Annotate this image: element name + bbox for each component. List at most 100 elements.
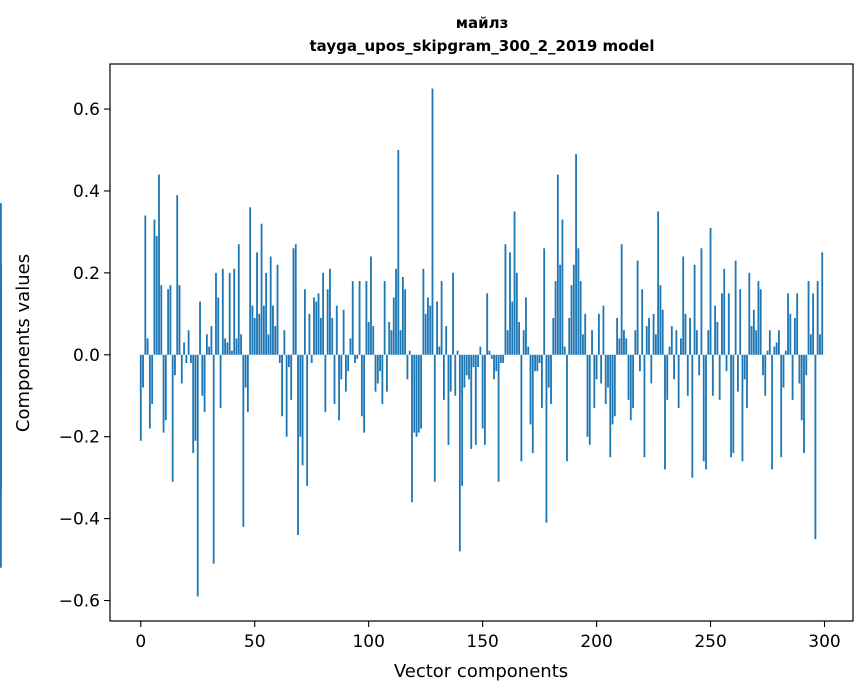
bar [789, 313, 792, 355]
bar [294, 244, 297, 355]
bar [479, 346, 482, 355]
bar [463, 354, 466, 388]
bar [431, 88, 434, 355]
bar [201, 354, 204, 396]
bar [757, 281, 760, 355]
bar [319, 317, 322, 355]
bar [787, 293, 789, 355]
bar [228, 272, 231, 355]
bar [269, 256, 272, 355]
bar [233, 268, 236, 355]
bar [315, 301, 318, 355]
x-tick-label: 50 [244, 632, 266, 652]
bar [285, 354, 288, 437]
bar [531, 354, 534, 454]
bar [680, 338, 682, 355]
bar [0, 354, 2, 359]
bar [702, 354, 705, 462]
bar [438, 346, 441, 355]
bar [632, 354, 634, 409]
bar [504, 244, 507, 355]
bar [226, 342, 229, 355]
bar [771, 354, 774, 470]
bar [276, 264, 279, 355]
plot-frame [109, 63, 854, 622]
bar [545, 354, 548, 523]
bar [401, 276, 404, 355]
bar [194, 354, 197, 441]
bar [527, 346, 530, 355]
bar [474, 354, 477, 445]
chart-title-line-1: майлз [456, 14, 509, 32]
bar [301, 354, 304, 466]
bar [609, 354, 612, 458]
bar [381, 354, 384, 404]
bar [748, 272, 751, 355]
bar [588, 354, 591, 445]
x-tick-label: 0 [135, 632, 146, 652]
bar [411, 354, 413, 503]
bar [210, 326, 213, 355]
bar [292, 248, 295, 355]
bar [420, 354, 423, 429]
bar [158, 174, 160, 355]
bar [258, 313, 261, 355]
bar [686, 354, 689, 396]
bar [155, 236, 158, 355]
bar [392, 297, 395, 355]
bar [643, 354, 646, 458]
bar [0, 264, 2, 355]
bar [221, 268, 224, 355]
bar [778, 330, 780, 355]
bar [734, 260, 737, 355]
x-axis-ticks: 0 50 100 150 200 250 300 [135, 621, 841, 652]
bar [358, 281, 361, 355]
bar [342, 309, 345, 355]
bar [267, 334, 270, 355]
bar [189, 354, 192, 363]
bar [563, 346, 566, 355]
bar [705, 354, 707, 470]
y-axis-ticks: −0.6 −0.4 −0.2 0.0 0.2 0.4 0.6 [59, 100, 110, 612]
bar [616, 317, 619, 355]
bar [561, 219, 564, 355]
bar [422, 268, 425, 355]
bar [356, 354, 359, 359]
bar [730, 354, 732, 458]
bar [260, 223, 263, 355]
bar [306, 354, 309, 486]
bar [534, 354, 536, 372]
bar [675, 330, 678, 355]
bar [613, 354, 616, 417]
bar [677, 354, 680, 409]
bar [424, 313, 427, 355]
bar [360, 354, 363, 417]
bar [436, 301, 438, 355]
bar [718, 354, 721, 400]
bar [303, 289, 306, 355]
bar [397, 150, 400, 355]
x-tick-label: 200 [580, 632, 612, 652]
bar [812, 293, 815, 355]
bar [607, 354, 609, 388]
bar [388, 322, 391, 355]
bar [721, 293, 723, 355]
bar [272, 305, 274, 355]
bar [709, 227, 712, 355]
bar [203, 354, 206, 413]
bar [600, 354, 603, 384]
bar [413, 354, 416, 433]
bar [536, 354, 539, 372]
bar [265, 272, 268, 355]
bar [164, 354, 167, 421]
bar [800, 354, 803, 421]
bar [160, 285, 163, 355]
bar [529, 354, 532, 425]
bar [579, 281, 582, 355]
y-tick-label: −0.6 [59, 592, 100, 612]
bar [796, 293, 799, 355]
bar [176, 195, 179, 355]
bar [538, 354, 541, 363]
bar [171, 354, 174, 482]
